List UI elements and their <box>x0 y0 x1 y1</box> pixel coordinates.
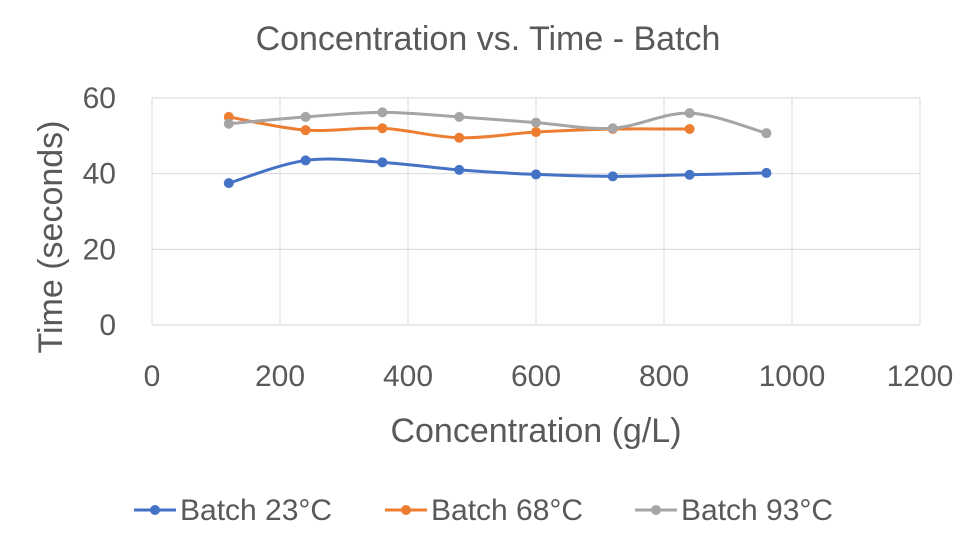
data-point <box>684 124 695 135</box>
y-tick-label: 60 <box>83 82 116 115</box>
series-group <box>223 107 772 189</box>
series-line <box>228 110 767 135</box>
data-point <box>300 125 311 136</box>
x-tick-label: 600 <box>511 360 561 393</box>
legend-marker <box>150 505 160 515</box>
data-point <box>377 157 388 168</box>
data-point <box>300 155 311 166</box>
data-point <box>223 178 234 189</box>
data-point <box>454 111 465 122</box>
y-tick-label: 0 <box>99 309 116 342</box>
gridlines <box>151 97 921 326</box>
x-tick-label: 400 <box>383 360 433 393</box>
series-line <box>228 157 767 185</box>
y-tick-label: 20 <box>83 233 116 266</box>
legend-label: Batch 23°C <box>180 494 332 527</box>
x-tick-label: 1200 <box>887 360 954 393</box>
x-tick-label: 0 <box>144 360 161 393</box>
data-point <box>454 132 465 143</box>
data-point <box>454 164 465 175</box>
y-tick-label: 40 <box>83 158 116 191</box>
legend-label: Batch 93°C <box>681 494 833 527</box>
x-tick-label: 800 <box>639 360 689 393</box>
x-tick-label: 1000 <box>759 360 826 393</box>
x-tick-label: 200 <box>255 360 305 393</box>
data-point <box>684 108 695 119</box>
y-axis-label: Time (seconds) <box>32 120 70 353</box>
data-point <box>300 111 311 122</box>
data-point <box>607 171 618 182</box>
data-point <box>531 117 541 128</box>
legend-marker <box>651 505 661 515</box>
data-point <box>761 128 772 139</box>
data-point <box>761 167 772 178</box>
x-axis-label: Concentration (g/L) <box>390 412 681 450</box>
x-axis-ticks: 0 200 400 600 800 1000 1200 <box>144 360 954 393</box>
data-point <box>223 118 234 129</box>
y-axis-ticks: 0 20 40 60 <box>83 82 116 342</box>
data-point <box>531 169 541 180</box>
legend-marker <box>401 505 411 515</box>
data-point <box>607 123 618 134</box>
legend: Batch 23°C Batch 68°C Batch 93°C <box>134 494 833 527</box>
data-point <box>377 107 388 118</box>
chart-title: Concentration vs. Time - Batch <box>256 20 721 58</box>
data-point <box>531 127 541 138</box>
data-point <box>377 123 388 134</box>
data-point <box>684 169 695 180</box>
legend-label: Batch 68°C <box>431 494 583 527</box>
